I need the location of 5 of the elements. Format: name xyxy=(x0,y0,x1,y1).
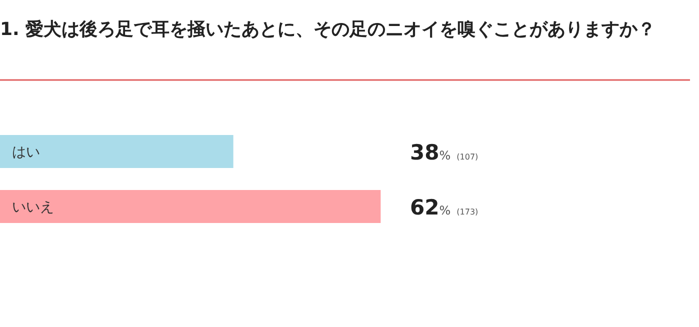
data-label: 62% (173) xyxy=(410,196,478,220)
y-tick-label: いいえ xyxy=(12,200,54,216)
title: 1. 愛犬は後ろ足で耳を掻いたあとに、その足のニオイを嗅ぐことがありますか？ xyxy=(0,18,657,42)
data-label: 38% (107) xyxy=(410,140,478,164)
y-tick-label: はい xyxy=(12,144,40,160)
